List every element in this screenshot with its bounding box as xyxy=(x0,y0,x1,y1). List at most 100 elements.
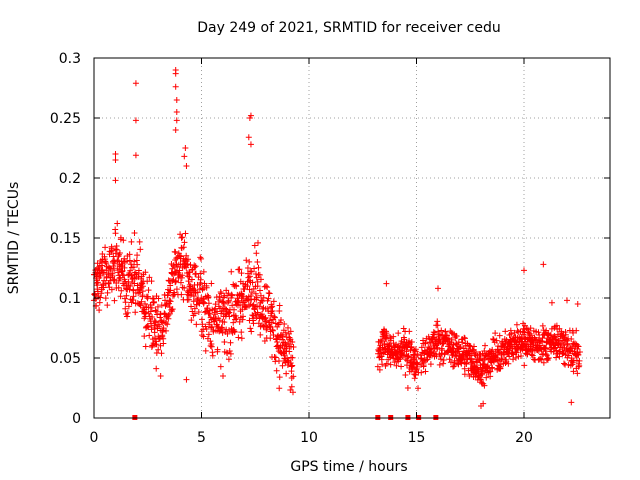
data-point xyxy=(376,345,383,352)
data-point xyxy=(267,335,274,342)
data-point xyxy=(265,295,272,302)
data-point xyxy=(556,353,563,360)
data-point xyxy=(233,283,240,290)
data-point xyxy=(423,356,430,363)
data-point xyxy=(518,353,525,360)
data-point xyxy=(152,307,159,314)
data-point xyxy=(222,305,229,312)
data-point xyxy=(229,302,236,309)
data-point xyxy=(182,230,189,237)
data-point xyxy=(149,313,156,320)
data-point xyxy=(528,332,535,339)
data-point xyxy=(161,310,168,317)
data-point xyxy=(173,117,180,124)
data-point xyxy=(379,350,386,357)
data-point xyxy=(184,256,191,263)
data-point xyxy=(172,249,179,256)
data-point xyxy=(401,351,408,358)
data-point xyxy=(188,276,195,283)
data-point xyxy=(395,330,402,337)
data-point xyxy=(448,344,455,351)
data-point xyxy=(420,363,427,370)
data-point xyxy=(98,290,105,297)
data-point xyxy=(411,375,418,382)
data-point xyxy=(206,321,213,328)
data-point xyxy=(141,333,148,340)
data-point xyxy=(155,346,162,353)
data-point xyxy=(265,290,272,297)
x-tick-label: 10 xyxy=(300,430,318,446)
data-point xyxy=(155,295,162,302)
data-point xyxy=(405,352,412,359)
data-point xyxy=(379,361,386,368)
data-point xyxy=(398,363,405,370)
data-point xyxy=(256,271,263,278)
data-point xyxy=(137,246,144,253)
data-point xyxy=(151,324,158,331)
data-point xyxy=(256,303,263,310)
data-point xyxy=(127,267,134,274)
data-point xyxy=(390,333,397,340)
data-point xyxy=(542,351,549,358)
data-point xyxy=(506,353,513,360)
data-point xyxy=(489,346,496,353)
data-point xyxy=(108,247,115,254)
data-point xyxy=(231,328,238,335)
data-point xyxy=(457,344,464,351)
data-point xyxy=(148,320,155,327)
data-point xyxy=(248,268,255,275)
data-point xyxy=(169,306,176,313)
data-point xyxy=(430,329,437,336)
data-point xyxy=(226,347,233,354)
data-point xyxy=(241,286,248,293)
data-point xyxy=(183,252,190,259)
data-point xyxy=(251,265,258,272)
data-point xyxy=(278,317,284,324)
data-point xyxy=(190,293,197,300)
data-point xyxy=(216,317,223,324)
data-point xyxy=(115,258,122,265)
data-point xyxy=(190,298,197,305)
data-point xyxy=(97,272,104,279)
data-point xyxy=(480,361,487,368)
data-point xyxy=(257,276,264,283)
data-point xyxy=(92,292,99,299)
data-point xyxy=(284,324,291,331)
data-point xyxy=(102,244,109,251)
data-point xyxy=(553,354,560,361)
data-point xyxy=(537,355,544,362)
data-point xyxy=(145,324,152,331)
data-point xyxy=(197,270,204,277)
data-point xyxy=(254,283,261,290)
data-point xyxy=(202,323,209,330)
data-point xyxy=(178,291,185,298)
data-point xyxy=(113,246,120,253)
data-point xyxy=(104,289,111,296)
data-point xyxy=(139,288,146,295)
data-point xyxy=(538,356,545,363)
data-point xyxy=(163,327,170,334)
data-point xyxy=(183,376,190,383)
data-point xyxy=(108,286,115,293)
data-point xyxy=(191,264,198,271)
data-point xyxy=(461,365,468,372)
data-point xyxy=(238,335,245,342)
data-point xyxy=(181,239,188,246)
data-point xyxy=(193,321,200,328)
y-tick-label: 0.2 xyxy=(59,171,81,187)
data-point xyxy=(287,328,294,335)
data-point xyxy=(254,259,261,266)
data-point xyxy=(406,328,413,335)
data-point xyxy=(269,326,276,333)
data-point xyxy=(132,309,139,316)
data-point xyxy=(513,321,520,328)
data-point xyxy=(281,321,288,328)
data-point xyxy=(463,360,470,367)
data-point xyxy=(115,277,122,284)
data-point xyxy=(163,301,170,308)
data-point xyxy=(94,282,101,289)
plot-frame xyxy=(93,57,611,419)
data-point xyxy=(446,356,453,363)
data-point xyxy=(164,321,171,328)
data-point xyxy=(136,238,143,245)
